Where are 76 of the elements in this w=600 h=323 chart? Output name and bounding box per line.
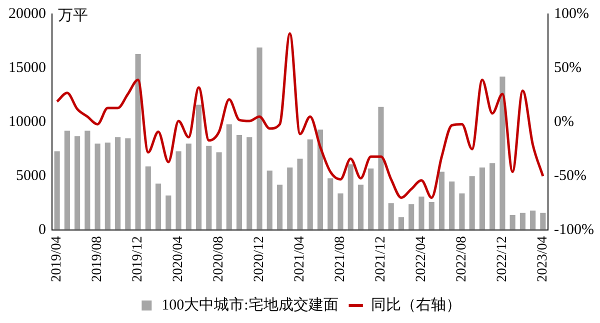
bar xyxy=(469,176,475,230)
bar xyxy=(266,170,272,230)
x-tick-label: 2021/08 xyxy=(333,236,348,282)
bar xyxy=(398,217,404,230)
y2-tick-label: 50% xyxy=(554,60,582,76)
bar xyxy=(176,151,182,230)
bar xyxy=(236,135,242,230)
bar xyxy=(125,138,131,230)
bar xyxy=(418,196,424,230)
bar xyxy=(226,124,232,230)
y-tick-label: 0 xyxy=(38,222,46,238)
bar xyxy=(459,193,465,230)
x-tick-label: 2019/12 xyxy=(130,236,146,282)
x-tick-label: 2022/04 xyxy=(414,236,430,282)
y-tick-label: 15000 xyxy=(8,60,46,76)
y2-tick-label: -50% xyxy=(554,168,586,184)
bar xyxy=(145,166,151,230)
bar xyxy=(115,137,121,230)
bar xyxy=(378,106,384,230)
y-axis-title: 万平 xyxy=(58,8,88,24)
y-tick-label: 20000 xyxy=(8,6,46,22)
bar xyxy=(408,204,414,230)
bar xyxy=(530,210,536,230)
bar xyxy=(276,184,283,230)
bar xyxy=(196,104,202,230)
bar xyxy=(358,184,364,230)
x-tick-label: 2019/08 xyxy=(90,236,106,282)
bar xyxy=(64,130,70,230)
bar xyxy=(520,212,526,230)
x-tick-label: 2020/08 xyxy=(212,236,227,282)
bar xyxy=(206,146,212,230)
x-tick-label: 2019/04 xyxy=(50,236,65,282)
bar xyxy=(287,167,293,230)
bar xyxy=(438,172,444,230)
bar xyxy=(317,130,324,230)
y-tick-label: 5000 xyxy=(16,168,46,184)
bar xyxy=(338,193,344,230)
bar xyxy=(348,164,354,230)
bar xyxy=(156,184,162,230)
y2-tick-label: 0% xyxy=(554,114,574,130)
legend-label: 同比（右轴） xyxy=(370,296,461,314)
bar xyxy=(186,144,192,230)
bar xyxy=(428,202,434,230)
x-tick-label: 2021/12 xyxy=(374,236,389,282)
bar xyxy=(540,212,546,230)
bar xyxy=(54,151,60,230)
bar xyxy=(500,76,506,230)
x-tick-label: 2021/04 xyxy=(292,236,308,282)
bar xyxy=(84,130,90,230)
bar xyxy=(256,47,262,230)
bar xyxy=(479,167,485,230)
legend-label: 100大中城市:宅地成交建面 xyxy=(162,296,338,314)
x-tick-label: 2022/12 xyxy=(495,236,510,282)
x-tick-label: 2022/08 xyxy=(454,236,470,282)
bar xyxy=(449,181,455,230)
bar xyxy=(307,139,313,230)
bar xyxy=(328,178,334,230)
bar xyxy=(135,54,141,230)
bar xyxy=(368,168,374,230)
x-tick-label: 2020/12 xyxy=(252,236,268,282)
bar xyxy=(216,152,222,230)
y2-tick-label: -100% xyxy=(554,222,594,238)
x-tick-label: 2023/04 xyxy=(536,236,551,282)
y2-tick-label: 100% xyxy=(554,6,589,22)
bar xyxy=(297,158,303,230)
line-series xyxy=(56,32,544,199)
bar xyxy=(490,163,496,230)
bar xyxy=(104,142,110,230)
bar xyxy=(166,196,172,230)
bar xyxy=(74,136,80,230)
x-tick-label: 2020/04 xyxy=(171,236,186,282)
y-tick-label: 10000 xyxy=(8,114,46,130)
bar xyxy=(510,214,516,230)
bar xyxy=(246,137,252,230)
bar xyxy=(388,203,394,230)
bar xyxy=(94,144,100,230)
